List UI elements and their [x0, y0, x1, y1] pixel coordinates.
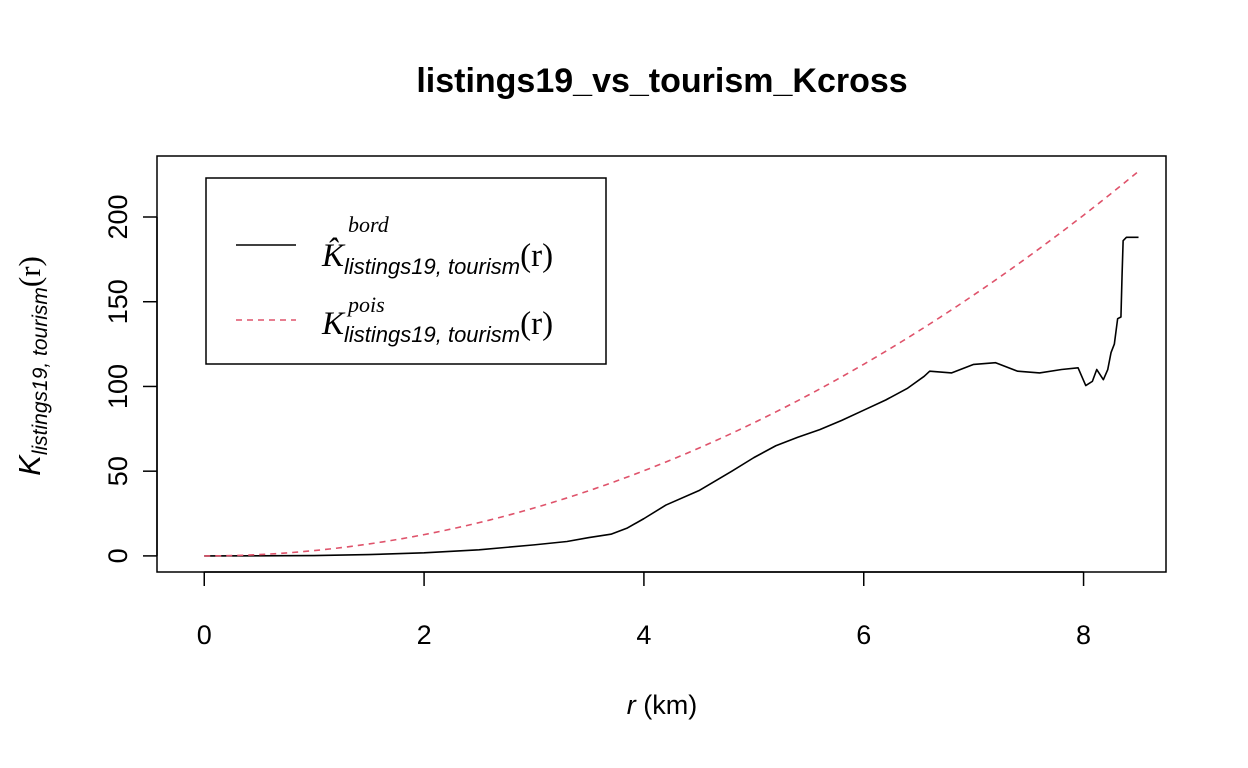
series-line-pois: [204, 170, 1140, 557]
legend-pois-symbol: K: [321, 306, 346, 342]
y-tick-label: 200: [103, 194, 133, 239]
legend-bord-symbol: K̂: [321, 237, 346, 274]
chart-title: listings19_vs_tourism_Kcross: [416, 62, 907, 100]
x-tick-label: 2: [417, 620, 432, 650]
legend-bord-subscript: listings19, tourism: [344, 254, 520, 279]
y-axis: 0 50 100 150 200: [103, 194, 158, 563]
legend-label-bord: K̂listings19, tourism(r): [321, 237, 553, 279]
x-axis-var: r: [627, 690, 637, 720]
series-line-bord: [204, 236, 1139, 557]
legend-pois-superscript: pois: [346, 292, 385, 317]
x-tick-label: 4: [636, 620, 651, 650]
y-label-symbol: K: [12, 454, 47, 476]
legend: K̂listings19, tourism(r) bord Klistings1…: [205, 177, 607, 365]
legend-bord-superscript: bord: [348, 212, 390, 237]
x-axis-unit: (km): [636, 690, 697, 720]
y-tick-label: 150: [103, 279, 133, 324]
legend-pois-subscript: listings19, tourism: [344, 322, 520, 347]
x-tick-label: 8: [1076, 620, 1091, 650]
x-tick-label: 6: [856, 620, 871, 650]
svg-text:Klistings19, tourism(r): Klistings19, tourism(r): [12, 256, 52, 476]
legend-pois-arg: (r): [520, 306, 553, 342]
x-axis-label: r (km): [627, 690, 697, 720]
series-layer: [204, 170, 1140, 557]
legend-box: [205, 177, 607, 365]
x-tick-label: 0: [197, 620, 212, 650]
y-tick-label: 0: [103, 548, 133, 563]
y-tick-label: 50: [103, 456, 133, 486]
y-label-subscript: listings19, tourism: [29, 287, 52, 455]
y-axis-label: Klistings19, tourism(r): [12, 256, 52, 476]
legend-bord-arg: (r): [520, 238, 553, 274]
x-axis: 0 2 4 6 8: [197, 571, 1091, 650]
legend-label-pois: Klistings19, tourism(r): [321, 306, 553, 347]
y-tick-label: 100: [103, 364, 133, 409]
y-label-arg: (r): [12, 256, 47, 287]
